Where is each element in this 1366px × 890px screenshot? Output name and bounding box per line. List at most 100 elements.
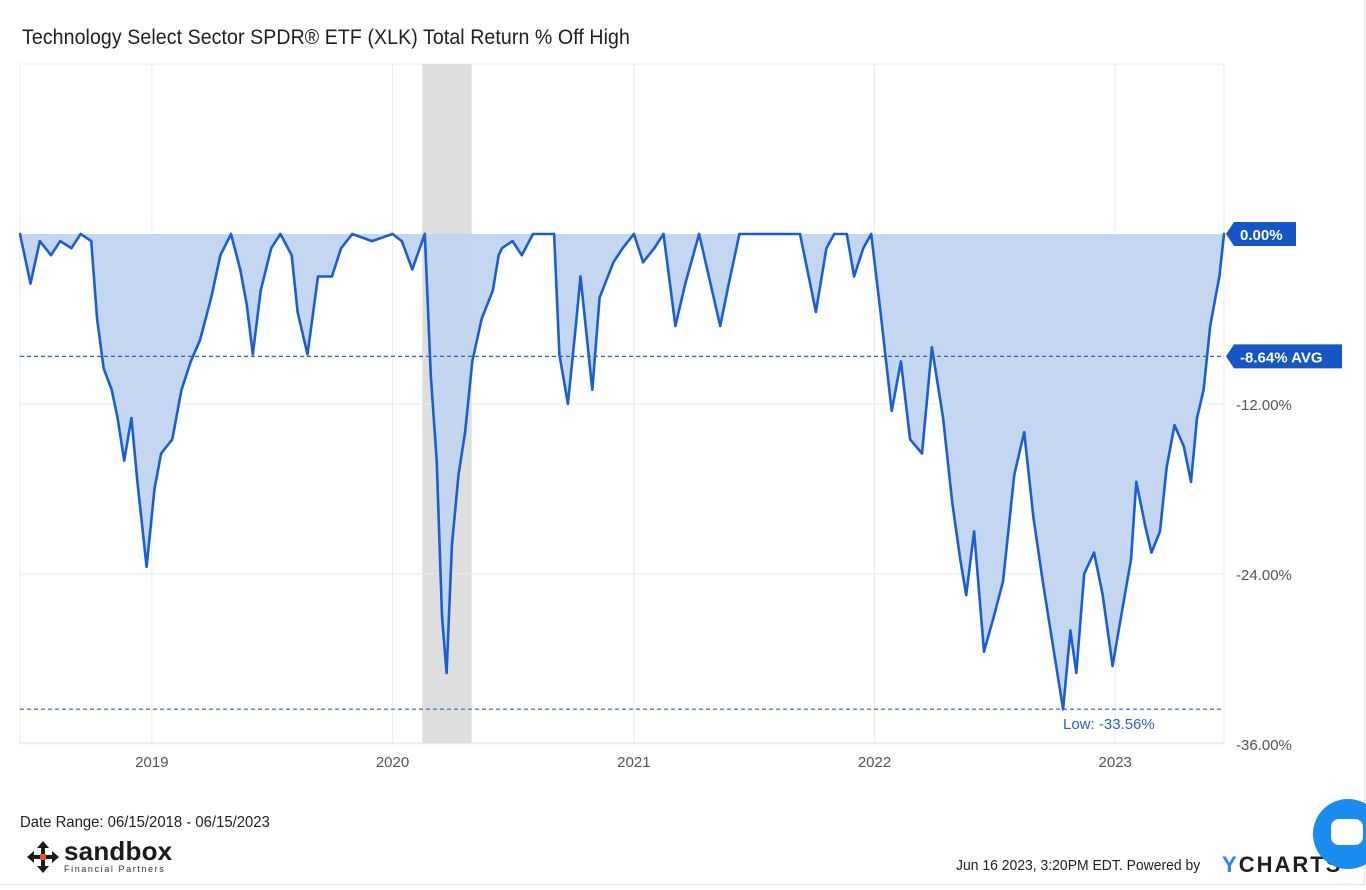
- series-point: [1023, 431, 1026, 434]
- series-point: [411, 268, 414, 271]
- series-point: [972, 530, 976, 533]
- series-point: [116, 416, 119, 420]
- series-point: [180, 388, 183, 391]
- series-point: [38, 239, 41, 243]
- series-point: [1158, 530, 1162, 533]
- series-point: [316, 275, 320, 278]
- x-tick-label: 2022: [858, 754, 891, 771]
- x-tick-label: 2020: [376, 754, 409, 771]
- series-point: [845, 232, 849, 236]
- series-point: [1222, 232, 1226, 236]
- series-point: [1069, 629, 1072, 632]
- series-point: [435, 459, 438, 462]
- series-point: [1218, 275, 1221, 278]
- series-point: [852, 275, 856, 278]
- series-point: [612, 261, 615, 264]
- series-point: [290, 254, 293, 257]
- series-point: [870, 232, 873, 236]
- series-point: [296, 310, 299, 314]
- series-point: [579, 275, 582, 278]
- series-point: [1214, 296, 1217, 299]
- series-point: [511, 239, 514, 243]
- series-point: [1032, 516, 1035, 519]
- series-point: [798, 232, 802, 236]
- series-point: [136, 480, 139, 483]
- series-point: [1111, 664, 1114, 668]
- series-point: [370, 239, 374, 243]
- y-tick-label: -12.00%: [1236, 397, 1292, 414]
- series-point: [738, 232, 741, 236]
- x-tick-label: 2021: [617, 754, 650, 771]
- series-line: [18, 232, 1226, 711]
- series-point: [752, 232, 755, 236]
- series-point: [879, 310, 882, 314]
- series-point: [18, 232, 22, 236]
- series-point: [229, 232, 233, 236]
- series-point: [992, 615, 996, 618]
- x-tick-label: 2023: [1099, 754, 1132, 771]
- series-point: [591, 388, 594, 391]
- series-point: [102, 367, 105, 370]
- series-point: [1101, 593, 1104, 597]
- series-point: [1182, 445, 1185, 448]
- series-area: [20, 234, 1224, 710]
- series-point: [574, 324, 578, 328]
- series-point: [674, 324, 677, 328]
- current-value-label: 0.00%: [1240, 227, 1283, 244]
- chat-bubble-icon: [1331, 819, 1363, 845]
- series-point: [400, 239, 403, 243]
- series-point: [862, 246, 865, 250]
- series-point: [480, 317, 483, 321]
- series-point: [500, 246, 504, 250]
- series-point: [1013, 473, 1016, 476]
- logo-subtitle: Financial Partners: [64, 864, 166, 874]
- series-point: [621, 246, 624, 250]
- series-point: [497, 254, 500, 257]
- chart-title: Technology Select Sector SPDR® ETF (XLK)…: [22, 26, 630, 49]
- series-point: [951, 501, 954, 505]
- chat-widget-button[interactable]: [1313, 799, 1366, 869]
- series-point: [982, 650, 986, 653]
- series-point: [159, 452, 163, 455]
- series-point: [1189, 480, 1193, 483]
- series-point: [171, 438, 174, 441]
- series-point: [457, 473, 460, 476]
- series-point: [890, 409, 893, 413]
- series-point: [772, 232, 775, 236]
- series-point: [429, 374, 432, 377]
- series-point: [210, 296, 213, 299]
- series-point: [520, 254, 523, 257]
- series-point: [964, 593, 968, 597]
- series-point: [825, 246, 828, 250]
- sandbox-logo-mark-icon: [27, 841, 59, 873]
- average-label-bg: [1226, 344, 1342, 369]
- series-point: [198, 339, 202, 342]
- series-point: [684, 282, 687, 285]
- series-point: [122, 459, 126, 462]
- series-point: [719, 324, 722, 328]
- series-point: [1208, 324, 1212, 328]
- footer-timestamp: Jun 16 2023, 3:20PM EDT. Powered by: [956, 857, 1201, 874]
- logo-name: sandbox: [64, 836, 173, 866]
- series-point: [491, 289, 494, 292]
- series-point: [552, 232, 556, 236]
- series-point: [920, 452, 924, 455]
- series-point: [959, 558, 962, 561]
- series-point: [908, 438, 912, 441]
- series-point: [558, 353, 561, 356]
- series-point: [423, 232, 427, 236]
- series-point: [153, 487, 156, 491]
- series-point: [270, 246, 273, 250]
- series-point: [1052, 650, 1056, 653]
- series-point: [598, 296, 601, 299]
- series-point: [1075, 671, 1078, 675]
- series-point: [1150, 551, 1153, 554]
- series-point: [351, 232, 354, 236]
- series-point: [49, 254, 53, 257]
- x-tick-label: 2019: [135, 754, 168, 771]
- series-point: [833, 232, 836, 236]
- series-point: [130, 416, 133, 420]
- series-point: [445, 671, 448, 675]
- series-point: [1173, 423, 1176, 427]
